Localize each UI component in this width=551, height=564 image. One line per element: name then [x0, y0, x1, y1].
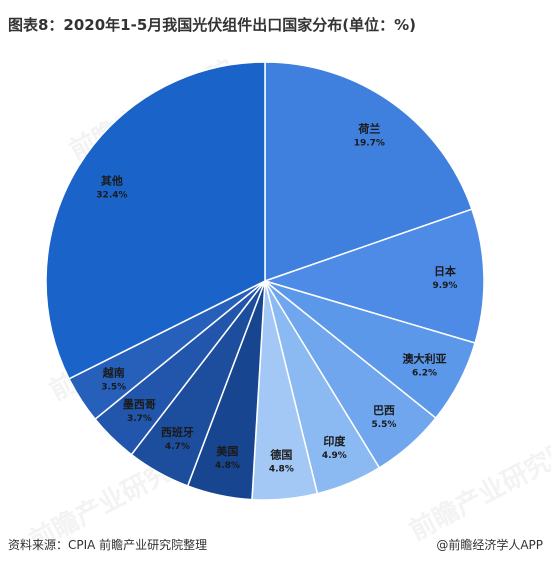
slice-label: 巴西 [373, 404, 395, 417]
slice-label: 日本 [434, 264, 456, 278]
slice-value-label: 4.7% [165, 442, 190, 452]
pie-slice [264, 61, 473, 283]
slice-label: 美国 [216, 444, 238, 458]
chart-title: 图表8：2020年1-5月我国光伏组件出口国家分布(单位：%) [8, 16, 417, 34]
slice-value-label: 4.9% [322, 451, 347, 461]
slice-label: 其他 [101, 173, 123, 187]
slice-value-label: 3.7% [127, 414, 152, 424]
slice-value-label: 32.4% [96, 190, 127, 200]
slice-label: 德国 [269, 447, 292, 461]
slice-label: 越南 [102, 366, 125, 380]
slice-value-label: 6.2% [412, 368, 437, 378]
source-note: 资料来源：CPIA 前瞻产业研究院整理 [8, 538, 208, 552]
slice-value-label: 4.8% [269, 464, 294, 474]
slice-value-label: 3.5% [101, 383, 126, 393]
slice-value-label: 9.9% [432, 281, 457, 291]
slice-value-label: 19.7% [354, 138, 385, 148]
pie-chart: 荷兰 19.7% 日本 9.9% 澳大利亚 6.2% 巴西 5.5% 印度 4.9% 德国 4.8% 美… [45, 61, 485, 501]
slice-value-label: 4.8% [215, 461, 240, 471]
slice-label: 印度 [323, 434, 346, 448]
slice-label: 西班牙 [161, 425, 194, 439]
pie-slice [45, 61, 266, 380]
brand-credit: @前瞻经济学人APP [436, 538, 543, 552]
pie-slice [262, 208, 485, 344]
slice-label: 墨西哥 [123, 398, 156, 411]
slice-label: 荷兰 [357, 121, 380, 135]
slice-value-label: 5.5% [371, 420, 396, 430]
slice-label: 澳大利亚 [403, 351, 447, 365]
